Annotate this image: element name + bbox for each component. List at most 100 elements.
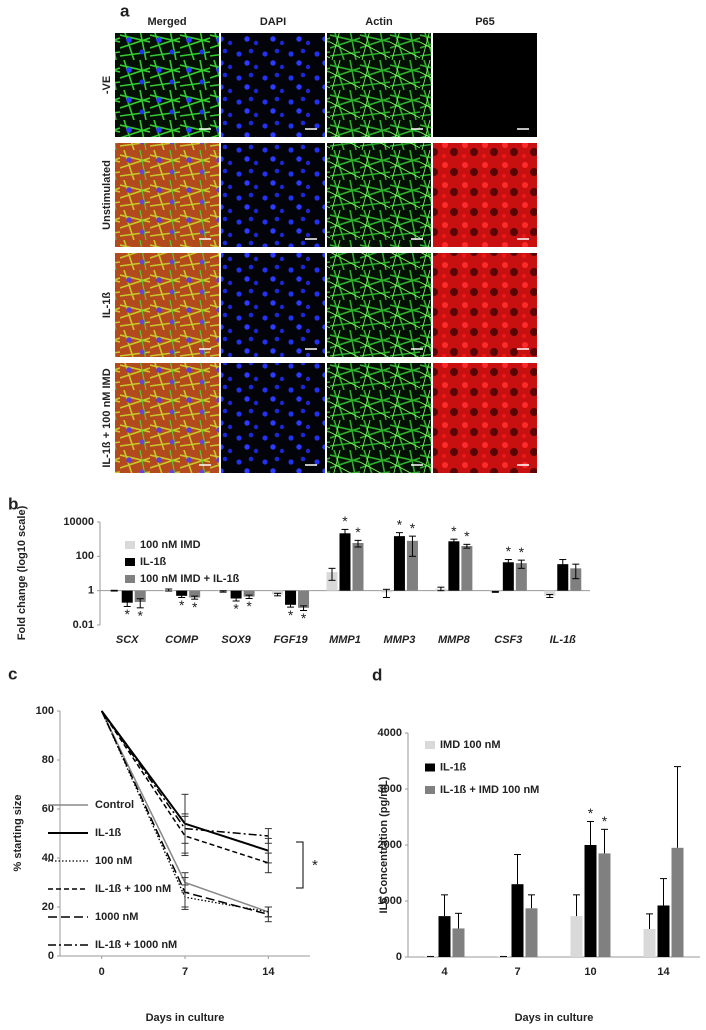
y-axis-label: IL6 Concentration (pg/mL) — [378, 776, 390, 913]
legend-swatch — [425, 741, 435, 749]
y-tick-label: 100 — [76, 550, 94, 562]
x-tick-label: MMP3 — [384, 634, 416, 646]
micrograph — [115, 253, 219, 357]
bar — [176, 590, 188, 596]
significance-marker: * — [233, 601, 239, 617]
legend-swatch — [425, 786, 435, 794]
micrograph — [115, 143, 219, 247]
x-tick-label: 14 — [262, 966, 275, 978]
x-tick-label: 4 — [441, 966, 448, 978]
y-tick-label: 3000 — [378, 783, 402, 795]
bar — [671, 847, 684, 957]
significance-marker: * — [464, 528, 470, 544]
bar — [406, 540, 418, 591]
x-tick-label: FGF19 — [273, 634, 308, 646]
y-tick-label: 0 — [396, 951, 402, 963]
y-tick-label: 2000 — [378, 839, 402, 851]
bar — [134, 590, 146, 602]
bar — [189, 590, 201, 598]
micrograph — [327, 253, 431, 357]
row-label: IL-1ß + 100 nM IMD — [101, 368, 113, 467]
bar — [339, 533, 351, 591]
bar — [643, 929, 656, 957]
x-tick-label: SOX9 — [221, 634, 251, 646]
legend-label: IL-1ß — [95, 827, 122, 839]
micrograph — [221, 143, 325, 247]
micrograph — [327, 363, 431, 473]
micrograph — [433, 363, 537, 473]
bar — [544, 590, 556, 596]
bar — [243, 590, 255, 597]
micrograph — [115, 363, 219, 473]
y-axis-label: % starting size — [12, 794, 24, 871]
micrograph — [433, 33, 537, 137]
y-axis-label: Fold change (log10 scale) — [16, 505, 28, 640]
micrograph — [433, 253, 537, 357]
significance-marker: * — [192, 599, 198, 615]
significance-marker: * — [301, 610, 307, 626]
x-tick-label: 10 — [584, 966, 596, 978]
legend-swatch — [125, 575, 135, 583]
legend-label: IL-1ß + 1000 nM — [95, 939, 177, 951]
bar — [570, 916, 583, 957]
significance-marker: * — [506, 543, 512, 559]
legend-label: IL-1ß — [140, 556, 167, 568]
legend-swatch — [125, 558, 135, 566]
bar — [598, 853, 611, 957]
y-tick-label: 20 — [42, 901, 54, 913]
micrograph — [221, 253, 325, 357]
legend-label: 100 nM IMD — [140, 539, 201, 551]
significance-bracket — [296, 841, 304, 889]
column-header: DAPI — [260, 16, 286, 28]
panel-label: c — [8, 664, 17, 683]
micrograph — [327, 33, 431, 137]
bar — [298, 590, 310, 608]
x-tick-label: 14 — [657, 966, 670, 978]
micrograph — [433, 143, 537, 247]
bar — [285, 590, 297, 605]
legend-label: 100 nM IMD + IL-1ß — [140, 573, 240, 585]
row-label: -VE — [101, 76, 113, 94]
legend-swatch — [425, 763, 435, 772]
panel-label: d — [372, 665, 382, 684]
x-tick-label: 7 — [182, 966, 188, 978]
x-tick-label: 7 — [514, 966, 520, 978]
x-axis-label: Days in culture — [515, 1012, 594, 1024]
legend-label: Control — [95, 799, 134, 811]
bar — [326, 572, 338, 591]
bar — [121, 590, 133, 603]
bar — [352, 542, 364, 591]
x-axis-label: Days in culture — [146, 1012, 225, 1024]
panel-label: b — [8, 494, 18, 513]
panel-label: a — [120, 1, 130, 20]
y-tick-label: 4000 — [378, 727, 402, 739]
x-tick-label: SCX — [116, 634, 139, 646]
legend-label: IL-1ß + IMD 100 nM — [440, 784, 539, 796]
column-header: Merged — [147, 16, 186, 28]
significance-marker: * — [451, 523, 457, 539]
y-tick-label: 10000 — [63, 516, 94, 528]
x-tick-label: 0 — [99, 966, 105, 978]
column-header: Actin — [365, 16, 393, 28]
y-tick-label: 0.01 — [73, 619, 94, 631]
y-tick-label: 40 — [42, 852, 54, 864]
bar — [584, 845, 597, 957]
legend-swatch — [125, 541, 135, 549]
micrograph — [327, 143, 431, 247]
y-tick-label: 80 — [42, 754, 54, 766]
annotation: * — [312, 857, 318, 874]
x-tick-label: COMP — [165, 634, 199, 646]
bar — [570, 568, 582, 591]
significance-marker: * — [137, 608, 143, 624]
legend-label: IL-1ß — [440, 761, 467, 773]
bar — [515, 563, 527, 591]
column-header: P65 — [475, 16, 495, 28]
bar — [525, 908, 538, 957]
bar — [393, 536, 405, 591]
bar — [511, 884, 524, 957]
y-tick-label: 1 — [88, 585, 94, 597]
significance-marker: * — [602, 813, 608, 829]
significance-marker: * — [410, 520, 416, 536]
bar — [502, 562, 514, 591]
